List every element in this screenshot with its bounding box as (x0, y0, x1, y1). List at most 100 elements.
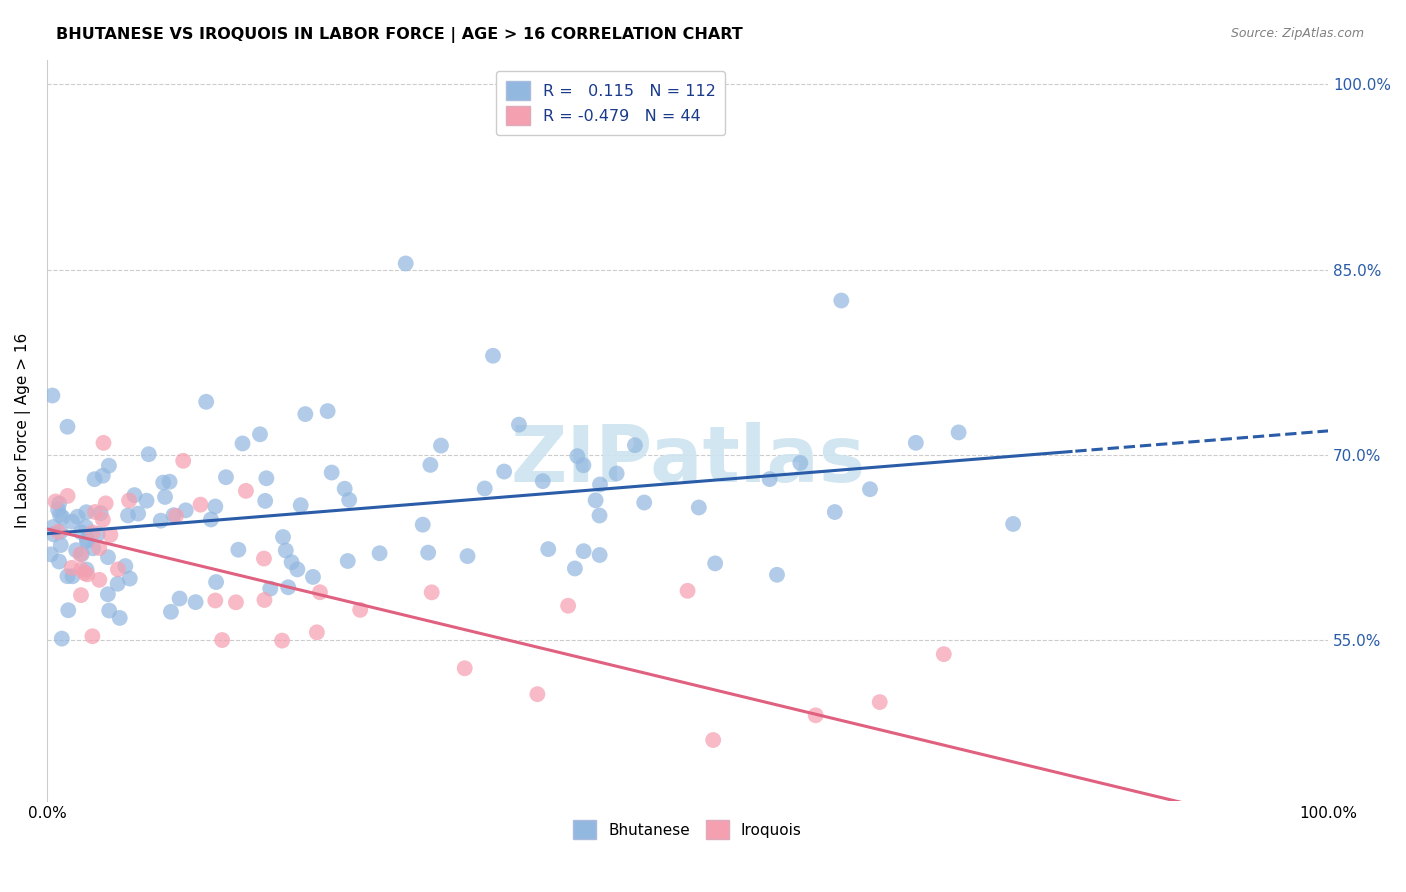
Point (62, 569, 84, 583)
Point (418, 546, 440, 560)
Point (204, 500, 226, 514)
Point (70, 547, 93, 561)
Point (91, 468, 114, 483)
Point (420, 585, 443, 599)
Point (56, 489, 79, 503)
Point (48, 497, 70, 511)
Point (316, 404, 339, 418)
Point (589, 477, 612, 491)
Point (688, 500, 710, 515)
Point (1265, 853, 1288, 867)
Point (859, 482, 882, 496)
Point (100, 528, 122, 542)
Point (84, 505, 107, 519)
Point (190, 498, 212, 512)
Point (271, 530, 294, 544)
Point (169, 591, 191, 606)
Point (52, 510, 75, 524)
Point (205, 575, 228, 590)
Point (184, 595, 207, 609)
Point (135, 493, 157, 508)
Point (557, 599, 579, 613)
Point (93, 436, 115, 450)
Point (39, 547, 62, 561)
Point (758, 472, 780, 486)
Point (259, 582, 281, 596)
Point (830, 293, 852, 308)
Point (285, 562, 308, 576)
Point (114, 559, 136, 574)
Point (235, 483, 257, 498)
Point (162, 508, 184, 523)
Point (661, 809, 683, 823)
Point (588, 548, 610, 562)
Point (89, 541, 111, 555)
Point (107, 562, 129, 576)
Point (90, 506, 112, 520)
Point (526, 687, 548, 701)
Point (49, 538, 72, 552)
Point (97, 550, 120, 565)
Point (42, 527, 65, 541)
Point (73, 566, 96, 581)
Point (704, 557, 727, 571)
Point (395, 256, 418, 270)
Point (804, 708, 827, 723)
Point (46, 502, 69, 516)
Text: ZIPatlas: ZIPatlas (510, 422, 865, 498)
Point (482, 349, 505, 363)
Point (702, 733, 724, 747)
Point (76, 533, 98, 547)
Point (66, 509, 89, 524)
Point (215, 470, 238, 484)
Point (585, 493, 607, 508)
Point (56, 419, 79, 434)
Point (624, 438, 647, 452)
Text: BHUTANESE VS IROQUOIS IN LABOR FORCE | AGE > 16 CORRELATION CHART: BHUTANESE VS IROQUOIS IN LABOR FORCE | A… (56, 27, 742, 43)
Point (294, 407, 316, 421)
Point (56, 569, 79, 583)
Point (200, 512, 222, 526)
Text: Source: ZipAtlas.com: Source: ZipAtlas.com (1230, 27, 1364, 40)
Point (75, 520, 97, 534)
Point (337, 492, 360, 507)
Point (430, 439, 453, 453)
Point (87, 527, 110, 541)
Point (254, 471, 277, 485)
Point (160, 605, 183, 619)
Point (412, 517, 434, 532)
Point (766, 567, 789, 582)
Point (118, 493, 141, 508)
Point (69, 547, 91, 561)
Point (454, 661, 477, 675)
Point (117, 508, 139, 523)
Point (70, 525, 93, 540)
Point (48, 555, 70, 569)
Point (60, 561, 83, 575)
Point (633, 495, 655, 509)
Point (537, 542, 560, 557)
Point (97, 587, 120, 601)
Point (572, 544, 595, 558)
Point (51, 632, 73, 646)
Point (41, 388, 63, 402)
Point (904, 435, 927, 450)
Point (138, 447, 160, 461)
Point (932, 647, 955, 661)
Point (89, 573, 111, 587)
Point (302, 570, 325, 584)
Point (254, 494, 277, 508)
Point (172, 454, 194, 468)
Point (70, 562, 93, 576)
Point (494, 465, 516, 479)
Point (225, 595, 247, 609)
Point (572, 458, 595, 473)
Point (76, 567, 98, 582)
Point (153, 490, 176, 504)
Point (76, 562, 98, 576)
Point (82, 629, 104, 643)
Point (280, 555, 302, 569)
Point (271, 633, 294, 648)
Point (165, 508, 187, 523)
Point (567, 449, 589, 463)
